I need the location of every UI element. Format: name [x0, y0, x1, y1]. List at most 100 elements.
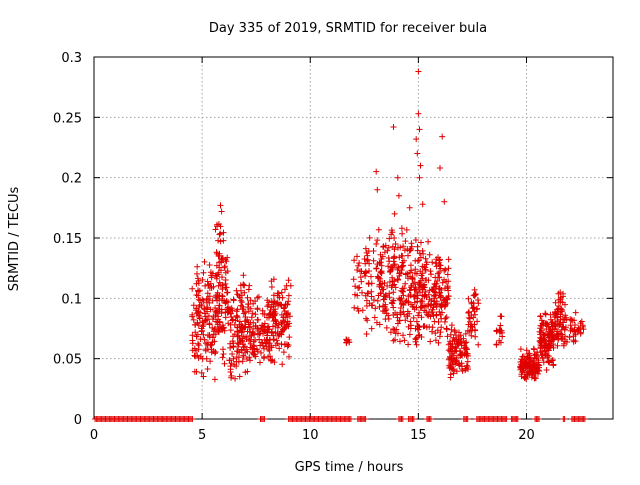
data-point [220, 237, 227, 244]
data-point [354, 292, 361, 299]
data-point [426, 287, 433, 294]
data-point [533, 355, 539, 362]
data-point [417, 254, 424, 261]
data-point [246, 333, 253, 339]
data-point [208, 346, 215, 353]
data-point [392, 284, 399, 291]
data-point [438, 315, 445, 322]
data-point [195, 340, 201, 347]
data-point [280, 326, 287, 333]
data-point [457, 339, 464, 346]
data-point [469, 304, 476, 311]
data-point [244, 368, 251, 375]
data-point [395, 244, 401, 251]
data-point [412, 335, 419, 342]
data-point [224, 268, 231, 275]
data-point [377, 259, 384, 266]
data-point [347, 416, 354, 422]
data-point [246, 354, 253, 361]
data-point [228, 360, 235, 367]
data-point [212, 226, 219, 233]
data-point [414, 150, 421, 157]
data-point [417, 298, 424, 305]
data-point [385, 244, 392, 251]
data-point [219, 286, 226, 293]
data-point [417, 268, 424, 275]
data-point [441, 198, 448, 205]
data-point [445, 287, 452, 294]
data-point [390, 124, 397, 130]
data-point [355, 308, 362, 314]
data-point [414, 295, 421, 302]
data-point [377, 290, 384, 297]
data-point [251, 351, 258, 358]
data-point [230, 297, 237, 304]
data-point [214, 221, 220, 228]
data-point [267, 356, 274, 363]
data-point [216, 302, 223, 309]
data-point [572, 309, 579, 316]
data-point [210, 283, 217, 290]
data-point [391, 261, 398, 268]
data-point [230, 355, 237, 362]
data-point [447, 374, 454, 381]
data-point [219, 354, 226, 361]
data-point [449, 366, 456, 373]
data-point [422, 288, 429, 295]
data-point [354, 267, 361, 273]
data-point [204, 308, 211, 315]
data-point [415, 326, 422, 333]
data-point [544, 354, 551, 361]
data-point [447, 338, 453, 345]
data-point [280, 314, 287, 321]
data-point [428, 271, 434, 278]
data-point [395, 277, 401, 283]
data-point [235, 332, 242, 339]
data-point [199, 296, 206, 303]
data-point [282, 341, 288, 347]
data-point [359, 289, 365, 296]
data-point [536, 416, 542, 422]
data-point [283, 322, 290, 329]
data-point [365, 281, 372, 287]
data-point [391, 235, 398, 241]
data-point [447, 331, 454, 338]
data-point [392, 241, 399, 247]
data-point [397, 305, 404, 311]
data-point [362, 260, 369, 267]
data-point [380, 243, 387, 250]
data-point [268, 284, 275, 290]
data-point [453, 368, 460, 375]
data-point [517, 346, 524, 353]
data-point [436, 308, 443, 315]
data-point [227, 363, 234, 370]
data-point [206, 262, 213, 268]
data-point [433, 300, 440, 307]
data-point [244, 294, 251, 301]
y-tick-label: 0.15 [53, 232, 82, 247]
data-point [400, 243, 407, 250]
data-point [437, 165, 443, 171]
data-point [435, 270, 441, 277]
data-point [242, 309, 249, 316]
data-point [552, 325, 559, 332]
data-point [363, 269, 369, 276]
data-point [555, 297, 562, 303]
data-point [390, 304, 397, 311]
data-point [230, 340, 237, 347]
data-point [433, 311, 440, 318]
data-point [216, 264, 223, 271]
data-point [428, 309, 435, 316]
data-point [463, 339, 470, 346]
data-point [432, 330, 439, 337]
y-tick-label: 0.2 [61, 172, 82, 187]
data-point [381, 293, 388, 300]
data-point [376, 281, 383, 288]
data-point [396, 295, 403, 302]
data-point [211, 338, 218, 345]
data-point [394, 266, 401, 273]
data-point [202, 346, 209, 353]
data-point [201, 336, 208, 343]
data-point [199, 276, 206, 283]
data-point [375, 275, 382, 282]
